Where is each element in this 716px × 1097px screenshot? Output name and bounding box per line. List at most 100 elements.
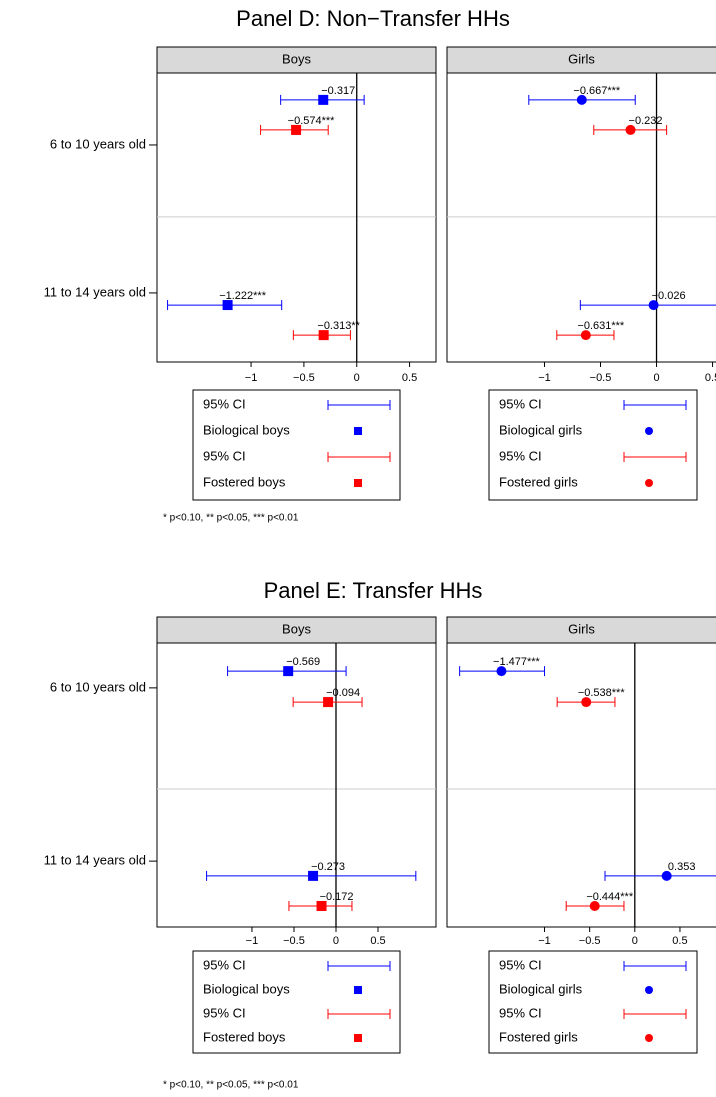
legend-marker (354, 479, 362, 487)
facet-header (446, 616, 716, 644)
category-label: 11 to 14 years old (44, 284, 146, 299)
value-label: −0.574*** (288, 115, 336, 127)
value-label: −0.273 (311, 861, 345, 873)
facet-title: Girls (568, 51, 595, 66)
x-tick-label: −1 (538, 935, 551, 947)
point (496, 666, 507, 677)
value-label: 0.353 (668, 861, 696, 873)
value-label: −0.444*** (586, 891, 634, 903)
point (318, 94, 329, 105)
point (648, 300, 659, 311)
point (222, 300, 233, 311)
x-tick-label: −1 (538, 372, 551, 384)
plot-area (446, 642, 716, 928)
legend-label: Biological boys (203, 422, 290, 437)
legend-label: Fostered girls (499, 1029, 578, 1044)
x-tick-label: −0.5 (293, 372, 315, 384)
value-label: −0.631*** (577, 320, 625, 332)
plot-area (156, 642, 437, 928)
point (625, 124, 636, 135)
value-label: −0.317 (321, 85, 355, 97)
note: * p<0.10, ** p<0.05, *** p<0.01 (163, 1080, 299, 1091)
panel-title: Panel E: Transfer HHs (264, 578, 483, 603)
category-label: 6 to 10 years old (50, 679, 146, 694)
legend-box (192, 389, 401, 501)
plot-marks (459, 666, 716, 911)
value-label: −1.222*** (219, 290, 267, 302)
value-label: −0.094 (326, 687, 360, 699)
value-label: −0.232 (629, 115, 663, 127)
point (323, 697, 334, 708)
value-label: −0.569 (286, 656, 320, 668)
legend-label: 95% CI (203, 396, 246, 411)
x-tick-label: 0 (653, 372, 659, 384)
x-tick-label: 0.5 (402, 372, 417, 384)
plot-marks (167, 94, 365, 341)
legend-label: 95% CI (203, 448, 246, 463)
legend-label: Fostered boys (203, 474, 286, 489)
point (291, 124, 302, 135)
legend-label: 95% CI (499, 957, 542, 972)
x-tick-label: −0.5 (590, 372, 612, 384)
legend-label: 95% CI (499, 1005, 542, 1020)
legend-label: Fostered boys (203, 1029, 286, 1044)
point (308, 870, 319, 881)
legend-label: 95% CI (203, 1005, 246, 1020)
value-label: −0.026 (652, 290, 686, 302)
legend-label: Biological boys (203, 981, 290, 996)
x-tick-label: 0.5 (672, 935, 687, 947)
value-label: −0.538*** (578, 687, 626, 699)
category-label: 6 to 10 years old (50, 136, 146, 151)
legend-label: Biological girls (499, 981, 583, 996)
point (318, 330, 329, 341)
facet-header (446, 46, 716, 74)
legend-marker (354, 1034, 362, 1042)
legend-marker (645, 427, 653, 435)
x-tick-label: 0 (333, 935, 339, 947)
value-label: −1.477*** (493, 656, 541, 668)
point (589, 900, 600, 911)
plot-area (156, 72, 437, 363)
x-tick-label: −0.5 (283, 935, 305, 947)
category-label: 11 to 14 years old (44, 853, 146, 868)
legend-marker (645, 1034, 653, 1042)
x-tick-label: −0.5 (579, 935, 601, 947)
point (581, 697, 592, 708)
facet-title: Boys (282, 621, 311, 636)
facet-header (156, 616, 437, 644)
legend-label: Biological girls (499, 422, 583, 437)
legend-marker (354, 427, 362, 435)
plot-area (446, 72, 716, 363)
x-tick-label: −1 (245, 372, 258, 384)
facet-title: Boys (282, 51, 311, 66)
legend-label: 95% CI (203, 957, 246, 972)
facet-header (156, 46, 437, 74)
legend-marker (354, 986, 362, 994)
point (580, 330, 591, 341)
legend-marker (645, 479, 653, 487)
point (283, 666, 294, 677)
plot-marks (206, 666, 417, 911)
point (661, 870, 672, 881)
legend-label: 95% CI (499, 396, 542, 411)
plot-marks (528, 94, 716, 341)
legend-label: Fostered girls (499, 474, 578, 489)
value-label: −0.667*** (573, 85, 621, 97)
value-label: −0.313** (317, 320, 360, 332)
panel-title: Panel D: Non−Transfer HHs (236, 6, 510, 31)
note: * p<0.10, ** p<0.05, *** p<0.01 (163, 513, 299, 524)
legend-box (488, 950, 698, 1054)
legend-box (192, 950, 401, 1054)
legend-marker (645, 986, 653, 994)
legend-box (488, 389, 698, 501)
x-tick-label: −1 (246, 935, 259, 947)
legend-label: 95% CI (499, 448, 542, 463)
x-tick-label: 0.5 (705, 372, 716, 384)
value-label: −0.172 (320, 891, 354, 903)
point (576, 94, 587, 105)
x-tick-label: 0 (354, 372, 360, 384)
x-tick-label: 0.5 (370, 935, 385, 947)
x-tick-label: 0 (632, 935, 638, 947)
